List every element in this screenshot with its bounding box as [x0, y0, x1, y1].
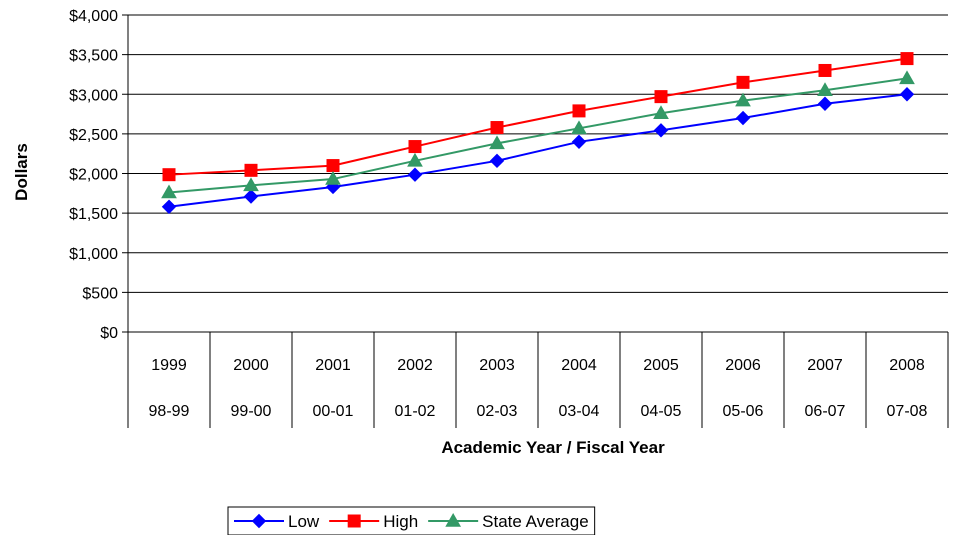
data-point-state-average [653, 105, 669, 120]
x-tick-label: 2006 [725, 357, 761, 374]
y-tick-label: $4,000 [69, 8, 118, 25]
data-point-high [736, 75, 750, 89]
legend-item-low: Low [234, 512, 320, 531]
series-low [161, 87, 915, 214]
gridlines [127, 14, 948, 428]
data-point-state-average [571, 120, 587, 135]
y-tick-label: $1,000 [69, 246, 118, 263]
x-axis-category-table: 1999 98-99 2000 99-00 2001 00-01 2002 01-02 2003… [127, 332, 949, 428]
x-tick-label-secondary: 04-05 [641, 403, 682, 420]
data-point-low [735, 110, 751, 126]
data-point-state-average [243, 177, 259, 192]
data-point-high [162, 168, 176, 182]
data-point-state-average [735, 92, 751, 107]
series-line-state-average [168, 77, 908, 194]
x-tick-label-secondary: 02-03 [477, 403, 518, 420]
x-tick-label-secondary: 07-08 [887, 403, 928, 420]
data-point-high [326, 159, 340, 173]
series-group [161, 52, 915, 214]
series-high [162, 52, 914, 182]
data-point-low [653, 123, 669, 138]
series-line-high [168, 57, 908, 176]
legend-label: High [383, 512, 418, 531]
y-axis-title: Dollars [12, 143, 31, 201]
x-tick-label-secondary: 03-04 [559, 403, 600, 420]
y-tick-label: $3,000 [69, 87, 118, 104]
x-tick-label: 2000 [233, 357, 269, 374]
data-point-low [243, 189, 259, 204]
legend-label: State Average [482, 512, 589, 531]
data-point-state-average [161, 184, 177, 199]
data-point-state-average [817, 82, 833, 97]
x-tick-label: 2001 [315, 357, 351, 374]
series-line-low [168, 93, 908, 208]
y-tick-label: $2,000 [69, 167, 118, 184]
x-tick-label-secondary: 06-07 [805, 403, 846, 420]
legend-item-high: High [329, 512, 418, 531]
y-tick-label: $2,500 [69, 127, 118, 144]
data-point-high [900, 52, 914, 66]
x-tick-label-secondary: 01-02 [395, 403, 436, 420]
data-point-high [408, 140, 422, 154]
data-point-high [572, 104, 586, 118]
data-point-high [244, 163, 258, 177]
x-tick-label-secondary: 00-01 [313, 403, 354, 420]
x-tick-label-secondary: 99-00 [231, 403, 272, 420]
data-point-state-average [489, 135, 505, 150]
legend: Low High State Average [227, 506, 596, 535]
data-point-state-average [899, 70, 915, 85]
data-point-low [817, 96, 833, 111]
data-point-high [818, 63, 832, 77]
data-point-low [571, 134, 587, 150]
data-point-state-average [325, 171, 341, 185]
legend-item-state-average: State Average [428, 512, 589, 531]
y-tick-label: $1,500 [69, 206, 118, 223]
x-tick-label: 2008 [889, 357, 925, 374]
data-point-high [490, 121, 504, 135]
x-tick-label: 2003 [479, 357, 515, 374]
x-tick-label: 2007 [807, 357, 843, 374]
series-state-average [161, 70, 915, 199]
y-axis-ticks: $0 $500 $1,000 $1,500 $2,000 $2,500 $3,000 $3,5… [69, 8, 128, 342]
data-point-low [899, 87, 915, 102]
x-tick-label-secondary: 98-99 [149, 403, 190, 420]
data-point-low [407, 167, 423, 182]
data-point-state-average [407, 152, 423, 167]
legend-label: Low [288, 512, 320, 531]
x-tick-label-secondary: 05-06 [723, 403, 764, 420]
x-tick-label: 1999 [151, 357, 187, 374]
data-point-low [489, 153, 505, 169]
legend-marker [347, 514, 361, 528]
x-tick-label: 2002 [397, 357, 433, 374]
x-tick-label: 2005 [643, 357, 679, 374]
legend-marker [445, 512, 462, 527]
y-tick-label: $500 [82, 285, 118, 302]
legend-marker [251, 513, 267, 529]
legend-box [227, 506, 596, 535]
y-tick-label: $0 [100, 325, 118, 342]
y-tick-label: $3,500 [69, 48, 118, 65]
x-axis-title: Academic Year / Fiscal Year [441, 438, 665, 457]
data-point-low [161, 199, 177, 214]
data-point-high [654, 90, 668, 104]
x-tick-label: 2004 [561, 357, 597, 374]
